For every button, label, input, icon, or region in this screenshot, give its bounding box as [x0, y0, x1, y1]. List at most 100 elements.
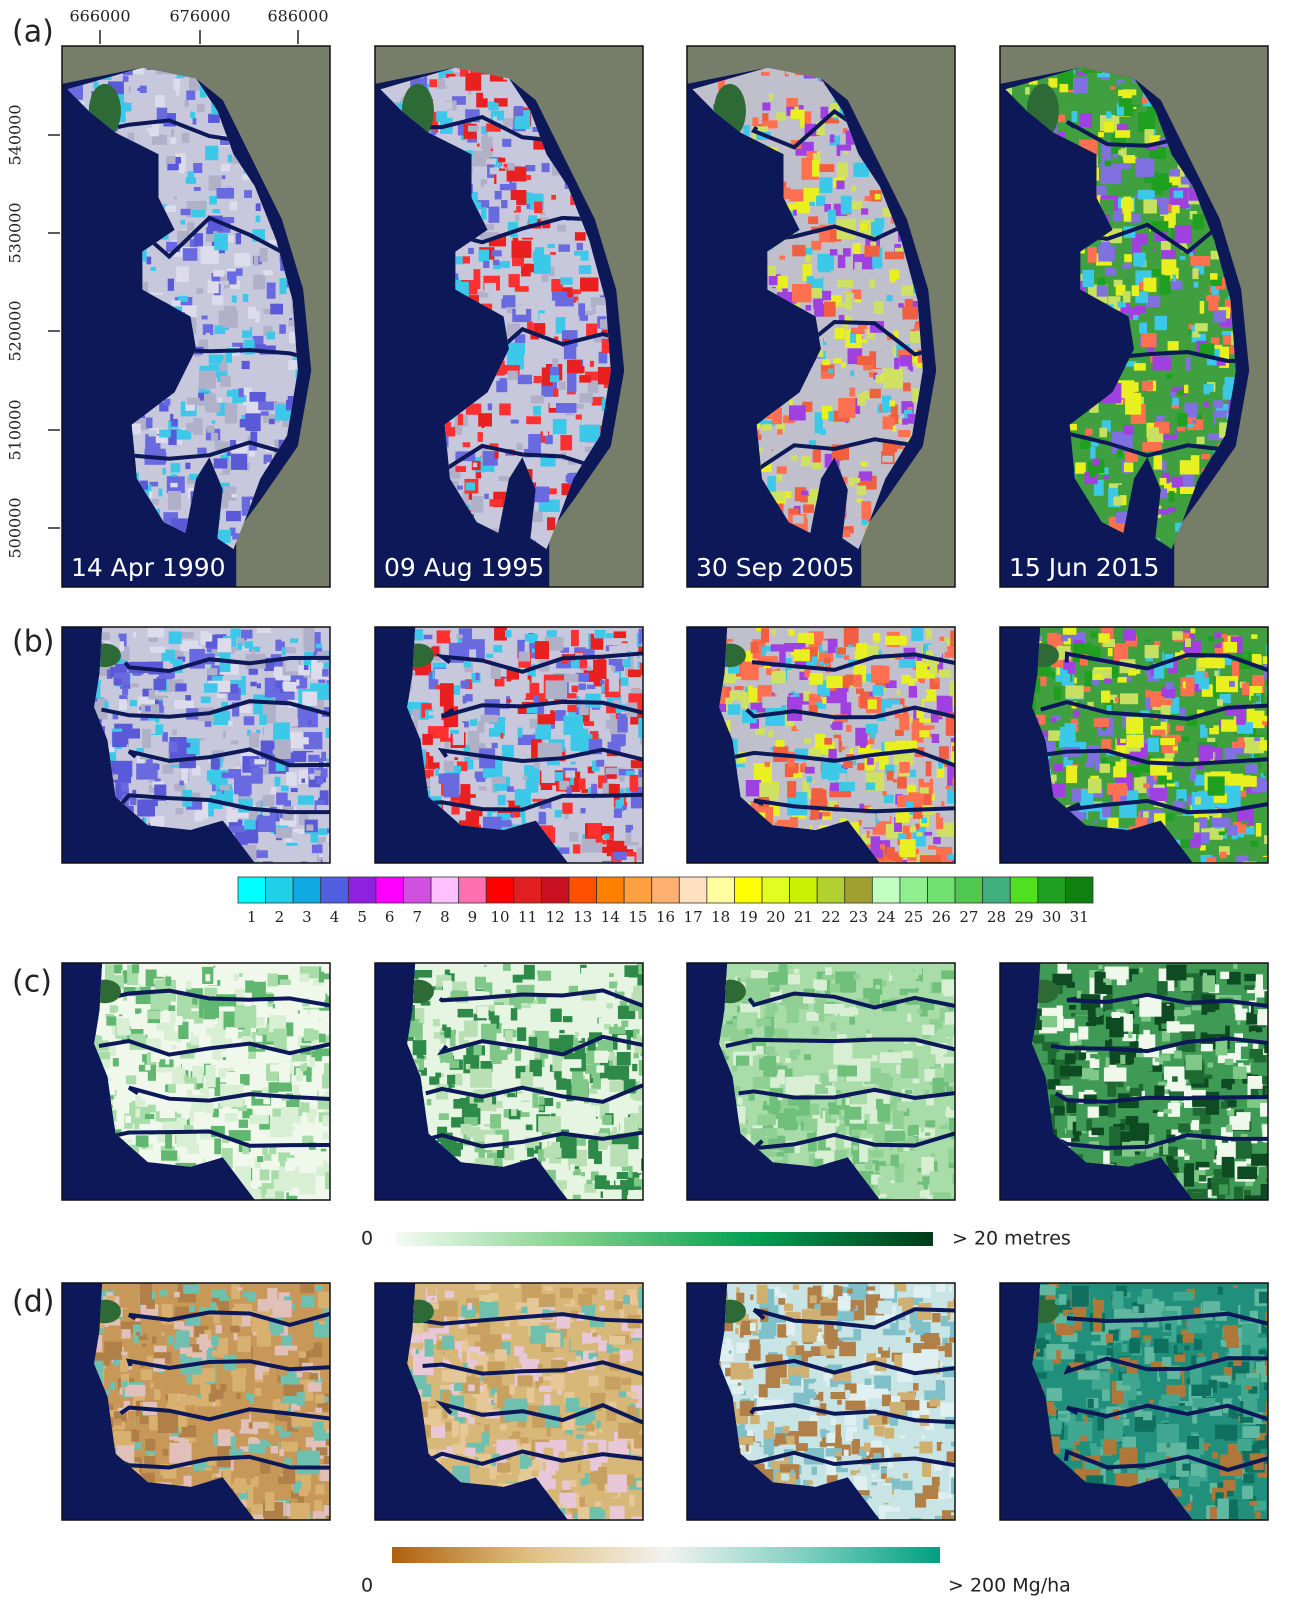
patch [187, 398, 200, 405]
patch [587, 685, 595, 690]
patch [278, 1152, 287, 1161]
patch [461, 681, 470, 689]
patch [552, 292, 567, 301]
patch [155, 741, 159, 747]
patch [493, 116, 497, 121]
patch [130, 700, 137, 706]
patch [164, 399, 171, 406]
patch [319, 1033, 326, 1042]
patch [160, 1104, 175, 1118]
patch [512, 241, 532, 258]
patch [174, 196, 177, 199]
patch [117, 771, 131, 783]
patch [501, 733, 504, 739]
patch [139, 1013, 145, 1021]
patch [330, 1499, 342, 1511]
patch [330, 761, 349, 775]
patch [631, 830, 646, 842]
patch [458, 1009, 474, 1018]
patch [240, 419, 247, 427]
patch [326, 1438, 329, 1446]
patch [243, 294, 249, 302]
patch [230, 1326, 240, 1332]
patch [299, 1489, 308, 1497]
patch [474, 1045, 482, 1055]
patch [215, 963, 227, 980]
patch [150, 816, 164, 827]
patch [330, 1363, 336, 1368]
patch [581, 968, 587, 978]
patch [507, 371, 517, 380]
patch [519, 651, 530, 661]
patch [580, 278, 598, 292]
patch [319, 1321, 325, 1325]
patch [608, 1066, 629, 1080]
patch [465, 73, 481, 90]
patch [617, 985, 625, 991]
patch [220, 376, 231, 387]
patch [163, 1449, 169, 1456]
patch [322, 669, 329, 677]
patch [145, 1114, 154, 1119]
patch [574, 1018, 588, 1027]
patch [443, 981, 452, 992]
patch [173, 1045, 177, 1049]
patch [484, 184, 492, 192]
patch [267, 283, 276, 299]
patch [172, 729, 177, 735]
patch [182, 632, 194, 638]
patch [171, 129, 174, 137]
patch [230, 201, 238, 210]
patch [186, 1384, 200, 1395]
patch [181, 209, 191, 215]
patch [149, 491, 153, 498]
patch [239, 705, 252, 713]
patch [249, 1444, 266, 1454]
patch [642, 642, 659, 654]
patch [176, 1330, 190, 1347]
patch [234, 776, 252, 795]
y-tick-label: 540000 [6, 104, 25, 165]
patch [312, 845, 323, 854]
y-tick-label: 500000 [6, 497, 25, 558]
patch [327, 984, 340, 997]
panel-label: (c) [12, 965, 52, 1000]
patch [273, 1300, 292, 1317]
patch [586, 1192, 601, 1205]
patch [233, 1333, 237, 1340]
patch [276, 827, 293, 838]
patch [602, 1115, 612, 1125]
patch [495, 406, 499, 412]
patch [534, 255, 551, 274]
patch [206, 1028, 215, 1036]
patch [256, 216, 261, 223]
patch [591, 1085, 597, 1089]
patch [328, 853, 345, 869]
patch [197, 104, 205, 113]
patch [184, 1125, 193, 1130]
patch [240, 322, 251, 330]
patch [330, 1493, 341, 1503]
patch [165, 206, 176, 212]
patch [514, 780, 526, 791]
map-panel [62, 963, 345, 1219]
patch [236, 268, 243, 275]
patch [163, 468, 166, 475]
patch [211, 1302, 217, 1311]
patch [560, 277, 572, 284]
patch [578, 1036, 582, 1041]
y-tick-label: 530000 [6, 202, 25, 263]
patch [639, 1175, 650, 1179]
patch [291, 788, 298, 792]
patch [483, 143, 491, 158]
patch [267, 332, 276, 340]
patch [283, 682, 295, 689]
patch [145, 1065, 150, 1071]
patch [588, 824, 601, 838]
patch [218, 398, 222, 404]
patch [228, 155, 232, 163]
patch [279, 324, 286, 333]
patch [192, 998, 197, 1004]
patch [499, 404, 511, 416]
patch [505, 989, 511, 993]
